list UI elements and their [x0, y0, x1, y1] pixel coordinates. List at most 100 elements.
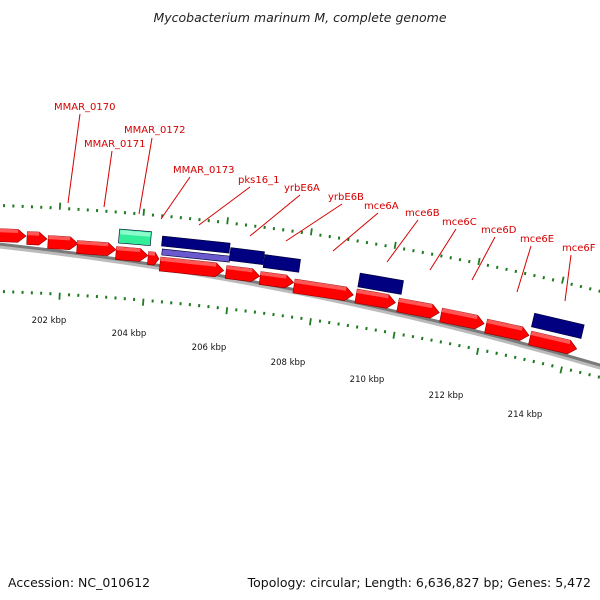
minor-tick — [328, 234, 331, 239]
label-leaders — [67, 113, 572, 302]
minor-tick — [579, 284, 583, 289]
gene-label-mmar-0173: MMAR_0173 — [173, 165, 235, 176]
major-tick — [309, 318, 312, 326]
reverse-cds-block — [357, 272, 404, 295]
minor-tick — [440, 254, 443, 258]
label-leader-line — [285, 203, 343, 242]
minor-tick — [458, 343, 461, 348]
minor-tick — [337, 322, 340, 326]
forward-cds-arrow — [439, 307, 485, 330]
label-leader-line — [249, 194, 301, 237]
label-leader-line — [429, 228, 457, 271]
minor-tick — [588, 373, 591, 377]
minor-tick — [513, 355, 517, 360]
minor-tick — [383, 330, 387, 334]
minor-tick — [337, 236, 341, 240]
minor-tick — [542, 275, 546, 280]
minor-tick — [420, 336, 424, 341]
label-leader-line — [160, 176, 191, 220]
forward-cds-arrow — [0, 228, 27, 243]
gene-label-mce6d: mce6D — [481, 225, 517, 236]
forward-cds-arrow — [224, 265, 261, 282]
gene-label-mce6c: mce6C — [442, 217, 477, 228]
gene-label-mmar-0170: MMAR_0170 — [54, 102, 116, 113]
minor-tick — [365, 240, 369, 245]
minor-tick — [468, 259, 471, 264]
minor-tick — [375, 242, 378, 246]
minor-tick — [523, 271, 527, 276]
minor-tick — [523, 357, 526, 362]
topology-summary: Topology: circular; Length: 6,636,827 bp… — [247, 575, 591, 590]
scale-label-212: 212 kbp — [429, 391, 464, 401]
minor-tick — [412, 249, 415, 253]
major-tick — [142, 208, 145, 216]
minor-tick — [346, 323, 350, 328]
minor-tick — [384, 244, 387, 248]
forward-cds-arrow — [354, 288, 396, 309]
forward-cds-arrow — [47, 235, 79, 251]
minor-tick — [458, 257, 462, 262]
forward-cds-arrow — [396, 297, 440, 319]
minor-tick — [578, 370, 582, 375]
major-tick — [561, 276, 565, 284]
forward-cds-arrow — [26, 231, 48, 246]
minor-tick — [439, 340, 443, 344]
gene-label-mmar-0172: MMAR_0172 — [124, 125, 186, 136]
label-leader-line — [103, 150, 113, 208]
accession-text: Accession: NC_010612 — [8, 575, 150, 590]
minor-tick — [505, 267, 508, 272]
minor-tick — [328, 320, 331, 325]
minor-tick — [430, 252, 434, 256]
label-leader-line — [471, 236, 496, 281]
minor-tick — [402, 247, 406, 251]
minor-tick — [355, 325, 359, 329]
forward-cds-arrow — [484, 318, 530, 341]
reverse-cds-block — [228, 247, 265, 265]
feature-track — [0, 228, 585, 355]
major-tick — [477, 257, 481, 266]
major-tick — [310, 228, 313, 236]
forward-cds-arrow — [258, 271, 295, 289]
forward-cds-arrow — [158, 256, 225, 278]
scale-labels: 202 kbp 204 kbp 206 kbp 208 kbp 210 kbp … — [32, 316, 543, 420]
label-leader-line — [138, 137, 153, 215]
minor-tick — [486, 349, 489, 354]
label-leader-line — [564, 254, 572, 302]
minor-tick — [569, 368, 573, 372]
scale-label-204: 204 kbp — [112, 329, 147, 339]
forward-cds-arrow — [115, 246, 149, 262]
label-leader-line — [516, 245, 532, 293]
major-tick — [476, 347, 480, 355]
scale-label-206: 206 kbp — [192, 343, 227, 353]
gene-label-mce6e: mce6E — [520, 234, 554, 245]
minor-tick — [495, 351, 498, 355]
gene-label-yrbe6a: yrbE6A — [284, 183, 320, 194]
scale-label-202: 202 kbp — [32, 316, 67, 326]
label-leader-line — [67, 113, 81, 204]
minor-tick — [532, 359, 536, 364]
minor-tick — [421, 250, 425, 255]
gene-label-pks16-1: pks16_1 — [238, 175, 279, 186]
major-tick — [226, 217, 229, 225]
minor-tick — [504, 353, 508, 357]
minor-tick — [374, 328, 377, 332]
forward-cds-arrow — [76, 240, 117, 256]
minor-tick — [448, 342, 452, 346]
label-leader-line — [198, 186, 251, 226]
reverse-cds-block — [531, 312, 585, 339]
minor-tick — [430, 338, 433, 342]
forward-cds-arrow — [147, 251, 160, 266]
gene-label-mce6a: mce6A — [364, 201, 399, 212]
minor-tick — [356, 239, 359, 243]
minor-tick — [402, 333, 405, 337]
major-tick — [559, 366, 563, 374]
label-leader-line — [386, 219, 419, 263]
gene-label-mmar-0171: MMAR_0171 — [84, 139, 146, 150]
minor-tick — [597, 375, 600, 379]
minor-tick — [467, 345, 470, 350]
scale-label-210: 210 kbp — [350, 375, 385, 385]
gene-label-mce6f: mce6F — [562, 243, 596, 254]
rna-feature-block — [118, 228, 152, 246]
forward-cds-arrow — [528, 330, 578, 355]
